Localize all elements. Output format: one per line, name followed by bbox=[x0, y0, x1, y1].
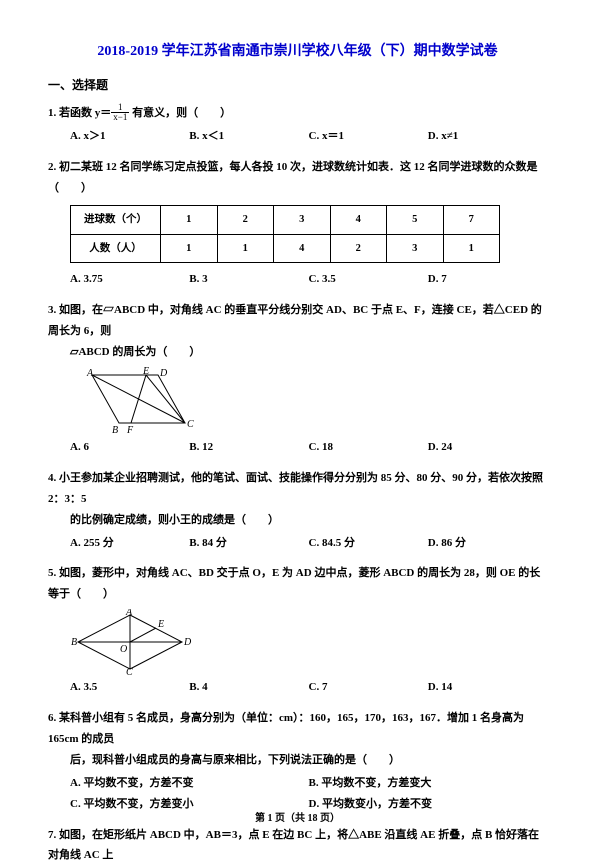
q4-options: A. 255 分 B. 84 分 C. 84.5 分 D. 86 分 bbox=[70, 533, 547, 554]
question-5: 5. 如图，菱形中，对角线 AC、BD 交于点 O，E 为 AD 边中点，菱形 … bbox=[48, 563, 547, 698]
q2-table: 进球数（个） 123 457 人数（人） 114 231 bbox=[70, 205, 500, 264]
page-footer: 第 1 页（共 18 页） bbox=[0, 809, 595, 824]
q1-stem-b: 有意义，则（ ） bbox=[129, 107, 231, 119]
q1-options: A. x＞1 B. x＜1 C. x＝1 D. x≠1 bbox=[70, 126, 547, 147]
q3-opt-d: D. 24 bbox=[428, 437, 547, 458]
q6-stem2: 后，现科普小组成员的身高与原来相比，下列说法正确的是（ ） bbox=[70, 750, 547, 771]
question-1: 1. 若函数 y＝1x−1 有意义，则（ ） A. x＞1 B. x＜1 C. … bbox=[48, 103, 547, 147]
question-4: 4. 小王参加某企业招聘测试，他的笔试、面试、技能操作得分分别为 85 分、80… bbox=[48, 468, 547, 554]
svg-text:C: C bbox=[187, 419, 194, 430]
q1-opt-b: B. x＜1 bbox=[189, 126, 308, 147]
table-row: 人数（人） 114 231 bbox=[71, 234, 500, 263]
svg-text:A: A bbox=[125, 609, 133, 618]
q3-options: A. 6 B. 12 C. 18 D. 24 bbox=[70, 437, 547, 458]
svg-text:B: B bbox=[112, 425, 118, 435]
svg-text:F: F bbox=[126, 425, 134, 435]
q3-stem1: 3. 如图，在▱ABCD 中，对角线 AC 的垂直平分线分别交 AD、BC 于点… bbox=[48, 300, 547, 342]
q2-opt-d: D. 7 bbox=[428, 269, 547, 290]
q5-opt-b: B. 4 bbox=[189, 677, 308, 698]
q5-options: A. 3.5 B. 4 C. 7 D. 14 bbox=[70, 677, 547, 698]
q1-opt-c: C. x＝1 bbox=[309, 126, 428, 147]
svg-text:A: A bbox=[86, 368, 94, 379]
q2-opt-c: C. 3.5 bbox=[309, 269, 428, 290]
q2-stem: 2. 初二某班 12 名同学练习定点投篮，每人各投 10 次，进球数统计如表．这… bbox=[48, 157, 547, 199]
svg-text:O: O bbox=[120, 644, 127, 655]
q4-opt-c: C. 84.5 分 bbox=[309, 533, 428, 554]
table-row: 进球数（个） 123 457 bbox=[71, 205, 500, 234]
question-2: 2. 初二某班 12 名同学练习定点投篮，每人各投 10 次，进球数统计如表．这… bbox=[48, 157, 547, 291]
q5-opt-d: D. 14 bbox=[428, 677, 547, 698]
exam-title: 2018-2019 学年江苏省南通市崇川学校八年级（下）期中数学试卷 bbox=[48, 40, 547, 60]
q5-opt-c: C. 7 bbox=[309, 677, 428, 698]
q2-opt-a: A. 3.75 bbox=[70, 269, 189, 290]
q4-stem1: 4. 小王参加某企业招聘测试，他的笔试、面试、技能操作得分分别为 85 分、80… bbox=[48, 468, 547, 510]
svg-text:D: D bbox=[183, 637, 192, 648]
q4-opt-b: B. 84 分 bbox=[189, 533, 308, 554]
q5-stem: 5. 如图，菱形中，对角线 AC、BD 交于点 O，E 为 AD 边中点，菱形 … bbox=[48, 563, 547, 605]
q2-options: A. 3.75 B. 3 C. 3.5 D. 7 bbox=[70, 269, 547, 290]
q6-opt-b: B. 平均数不变，方差变大 bbox=[309, 773, 548, 794]
svg-text:C: C bbox=[126, 667, 133, 675]
svg-text:D: D bbox=[159, 368, 168, 379]
svg-text:B: B bbox=[71, 637, 77, 648]
q2-opt-b: B. 3 bbox=[189, 269, 308, 290]
svg-text:E: E bbox=[142, 367, 149, 377]
question-7: 7. 如图，在矩形纸片 ABCD 中，AB＝3，点 E 在边 BC 上，将△AB… bbox=[48, 825, 547, 866]
q4-opt-d: D. 86 分 bbox=[428, 533, 547, 554]
q5-opt-a: A. 3.5 bbox=[70, 677, 189, 698]
q3-opt-c: C. 18 bbox=[309, 437, 428, 458]
q3-figure: A E D B F C bbox=[70, 367, 547, 435]
q6-opt-a: A. 平均数不变，方差不变 bbox=[70, 773, 309, 794]
section-heading: 一、选择题 bbox=[48, 76, 547, 93]
q3-opt-b: B. 12 bbox=[189, 437, 308, 458]
q7-stem: 7. 如图，在矩形纸片 ABCD 中，AB＝3，点 E 在边 BC 上，将△AB… bbox=[48, 825, 547, 866]
question-6: 6. 某科普小组有 5 名成员，身高分别为（单位：cm）：160，165，170… bbox=[48, 708, 547, 814]
q6-stem1: 6. 某科普小组有 5 名成员，身高分别为（单位：cm）：160，165，170… bbox=[48, 708, 547, 750]
q4-stem2: 的比例确定成绩，则小王的成绩是（ ） bbox=[70, 510, 547, 531]
q3-opt-a: A. 6 bbox=[70, 437, 189, 458]
q1-opt-a: A. x＞1 bbox=[70, 126, 189, 147]
q5-figure: A B C D E O bbox=[70, 609, 547, 675]
question-3: 3. 如图，在▱ABCD 中，对角线 AC 的垂直平分线分别交 AD、BC 于点… bbox=[48, 300, 547, 458]
q1-fraction: 1x−1 bbox=[111, 103, 129, 122]
svg-text:E: E bbox=[157, 619, 164, 630]
q3-stem2: ▱ABCD 的周长为（ ） bbox=[70, 342, 547, 363]
q1-opt-d: D. x≠1 bbox=[428, 126, 547, 147]
q4-opt-a: A. 255 分 bbox=[70, 533, 189, 554]
q1-stem-a: 1. 若函数 y＝ bbox=[48, 107, 111, 119]
